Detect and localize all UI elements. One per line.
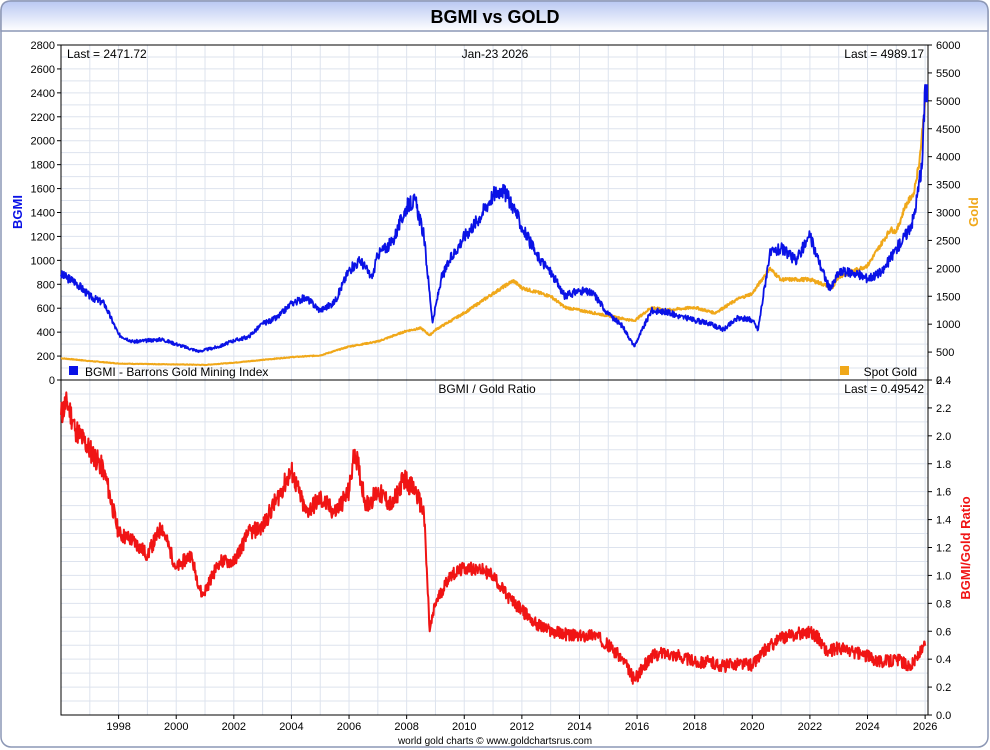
bgmi-tick-label: 1800: [31, 160, 55, 172]
gold-tick-label: 0: [936, 375, 942, 387]
bottom-series-lines: [60, 391, 927, 685]
bgmi-legend-label: BGMI - Barrons Gold Mining Index: [85, 365, 268, 379]
ratio-tick-label: 1.2: [936, 543, 951, 555]
gold-legend-swatch: [840, 366, 849, 375]
ratio-tick-label: 0.2: [936, 682, 951, 694]
bgmi-axis-ticks: 0 200 400 600 800 1000 1200 1400 1600 1800 2000 220…: [31, 40, 61, 387]
gold-tick-label: 500: [936, 347, 954, 359]
chart-title: BGMI vs GOLD: [430, 7, 559, 27]
x-tick-label: 2016: [625, 721, 649, 733]
gold-tick-label: 2000: [936, 263, 960, 275]
ratio-tick-label: 0.0: [936, 710, 951, 722]
x-tick-label: 2004: [279, 721, 303, 733]
ratio-tick-label: 1.0: [936, 570, 951, 582]
gold-tick-label: 5000: [936, 96, 960, 108]
gold-legend-label: Spot Gold: [864, 365, 917, 379]
bgmi-tick-label: 0: [49, 375, 55, 387]
title-bar: [0, 0, 989, 32]
bgmi-tick-label: 2800: [31, 40, 55, 52]
bgmi-tick-label: 1400: [31, 208, 55, 220]
gold-tick-label: 6000: [936, 40, 960, 52]
ratio-tick-label: 0.8: [936, 598, 951, 610]
x-tick-label: 1998: [106, 721, 130, 733]
x-tick-label: 2020: [740, 721, 764, 733]
bgmi-last-marker: [925, 84, 928, 103]
bgmi-axis-title: BGMI: [10, 195, 25, 229]
bottom-panel-grid: [61, 380, 928, 715]
gold-tick-label: 3500: [936, 180, 960, 192]
x-tick-label: 2024: [855, 721, 879, 733]
bgmi-tick-label: 1000: [31, 255, 55, 267]
x-tick-label: 2014: [567, 721, 591, 733]
bgmi-tick-label: 800: [37, 279, 55, 291]
x-tick-label: 2000: [164, 721, 188, 733]
bgmi-tick-label: 2600: [31, 64, 55, 76]
ratio-axis-ticks: 0.0 0.2 0.4 0.6 0.8 1.0 1.2 1.4 1.6 1.8 2.0 2.2 2.4: [928, 375, 951, 722]
ratio-tick-label: 2.2: [936, 403, 951, 415]
bgmi-tick-label: 600: [37, 303, 55, 315]
x-tick-label: 2012: [510, 721, 534, 733]
gold-series-line: [60, 101, 927, 367]
ratio-panel-title: BGMI / Gold Ratio: [438, 382, 536, 396]
bgmi-legend-swatch: [69, 366, 78, 375]
bgmi-tick-label: 2400: [31, 88, 55, 100]
header-date: Jan-23 2026: [462, 47, 529, 61]
gold-tick-label: 5500: [936, 68, 960, 80]
gold-last-value: Last = 4989.17: [844, 47, 924, 61]
x-tick-label: 2008: [394, 721, 418, 733]
ratio-tick-label: 0.4: [936, 654, 951, 666]
x-tick-label: 2010: [452, 721, 476, 733]
bgmi-tick-label: 200: [37, 351, 55, 363]
x-tick-label: 2006: [337, 721, 361, 733]
ratio-tick-label: 1.6: [936, 487, 951, 499]
bgmi-tick-label: 400: [37, 327, 55, 339]
footer-credit: world gold charts © www.goldchartsrus.co…: [397, 736, 592, 747]
x-tick-label: 2026: [913, 721, 937, 733]
bgmi-tick-label: 2000: [31, 136, 55, 148]
ratio-tick-label: 2.0: [936, 431, 951, 443]
ratio-tick-label: 2.4: [936, 375, 951, 387]
x-tick-label: 2018: [682, 721, 706, 733]
ratio-tick-label: 1.4: [936, 515, 951, 527]
gold-tick-label: 1500: [936, 291, 960, 303]
bgmi-tick-label: 2200: [31, 112, 55, 124]
bgmi-last-value: Last = 2471.72: [67, 47, 147, 61]
gold-tick-label: 4000: [936, 152, 960, 164]
top-series-lines: [60, 84, 928, 367]
gold-tick-label: 4500: [936, 124, 960, 136]
gold-tick-label: 2500: [936, 235, 960, 247]
ratio-series-line: [60, 391, 927, 685]
ratio-tick-label: 0.6: [936, 626, 951, 638]
gold-axis-ticks: 0 500 1000 1500 2000 2500 3000 3500 4000 4500 5000…: [928, 40, 960, 387]
gold-tick-label: 1000: [936, 319, 960, 331]
bgmi-tick-label: 1200: [31, 231, 55, 243]
x-tick-label: 2022: [798, 721, 822, 733]
x-axis-ticks: 1998 2000 2002 2004 2006 2008 2010 2012 2014 2016…: [106, 715, 937, 733]
ratio-tick-label: 1.8: [936, 459, 951, 471]
gold-tick-label: 3000: [936, 208, 960, 220]
bgmi-series-line: [60, 84, 926, 354]
ratio-last-value: Last = 0.49542: [844, 382, 924, 396]
x-tick-label: 2002: [222, 721, 246, 733]
bgmi-tick-label: 1600: [31, 184, 55, 196]
gold-axis-title: Gold: [966, 197, 981, 227]
ratio-axis-title: BGMI/Gold Ratio: [958, 496, 973, 599]
